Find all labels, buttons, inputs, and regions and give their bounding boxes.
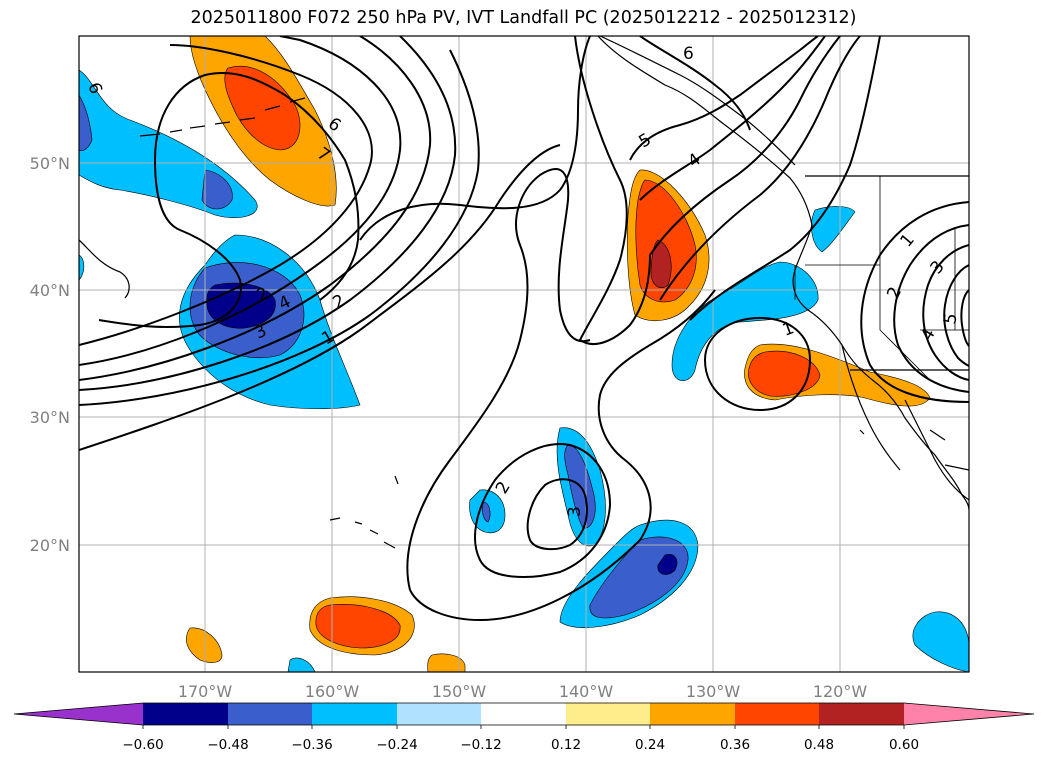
contour-south-2 (406, 168, 591, 591)
contour-ridge-mid (574, 36, 651, 345)
colorbar-segment (228, 703, 312, 725)
contour-label: 6 (683, 44, 694, 64)
contour-north-3-east (649, 36, 841, 256)
colorbar: −0.60 −0.48 −0.36 −0.24 −0.12 0.12 0.24 … (13, 702, 1035, 753)
north-america-coast (597, 36, 969, 511)
colorbar-segment (397, 703, 481, 725)
lon-label: 130°W (686, 682, 741, 701)
contour-south-1 (409, 289, 716, 622)
anomaly-south-positive-core (315, 604, 401, 649)
plot-title: 2025011800 F072 250 hPa PV, IVT Landfall… (190, 8, 857, 28)
colorbar-tick-label: −0.48 (207, 737, 248, 753)
colorbar-segment (14, 703, 143, 725)
colorbar-tick-label: 0.36 (720, 737, 750, 753)
anomaly-bottom-small (287, 657, 316, 672)
anomaly-southeast-core (657, 554, 678, 575)
contour-east-high-1 (860, 201, 969, 403)
colorbar-tick-label: −0.24 (376, 737, 417, 753)
contour-north-4-east (639, 36, 826, 201)
contour-trough-3 (79, 49, 480, 406)
mexico-mainland (929, 429, 969, 471)
contour-label: 3 (565, 506, 585, 517)
contour-east-low-1 (703, 316, 812, 412)
colorbar-segment (819, 703, 904, 725)
contour-low-1 (98, 71, 360, 329)
west-edge-coast (79, 239, 130, 299)
colorbar-tick-label: 0.60 (889, 737, 919, 753)
contour-label: 5 (940, 312, 962, 326)
lon-label: 140°W (559, 682, 614, 701)
map-area: 6 7 6 2 3 4 2 1 5 4 6 1 2 3 2 1 3 4 5 (79, 36, 969, 672)
contour-north-6-east (639, 36, 751, 131)
lat-label: 50°N (30, 154, 70, 173)
colorbar-segment (735, 703, 819, 725)
contour-ridge-1 (359, 36, 591, 241)
anomaly-west-core (79, 94, 93, 151)
aleutian-islands (139, 97, 306, 137)
hawaii-islands (329, 475, 399, 549)
contour-north-1-east (689, 36, 881, 321)
contour-east-high-3 (922, 244, 969, 381)
colorbar-tick-label: −0.36 (291, 737, 332, 753)
pv-contours (79, 36, 969, 622)
baja-coast (841, 344, 901, 471)
contour-east-high-5 (960, 289, 969, 347)
colorbar-segment (481, 703, 566, 725)
colorbar-segment (650, 703, 735, 725)
contour-north-2-east (659, 36, 861, 301)
contour-east-high-4 (943, 264, 969, 367)
lon-label: 170°W (178, 682, 233, 701)
colorbar-tick-label: 0.24 (635, 737, 665, 753)
colorbar-segment (143, 703, 228, 725)
contour-low-circle-3 (526, 478, 588, 551)
colorbar-tick-label: −0.12 (460, 737, 501, 753)
lon-label: 150°W (432, 682, 487, 701)
lat-label: 30°N (30, 408, 70, 427)
colorbar-segment (566, 703, 650, 725)
anomaly-center-small-core (481, 501, 491, 523)
contour-low-circle-2 (474, 443, 612, 578)
colorbar-tick-marks (142, 725, 905, 729)
sea-of-cortez (904, 399, 969, 501)
colorbar-tick-label: −0.60 (122, 737, 163, 753)
contour-trough-2 (79, 144, 561, 451)
lat-label: 40°N (30, 281, 70, 300)
contour-trough-5 (79, 36, 432, 381)
anomaly-far-southeast (912, 611, 969, 672)
contour-east-high-2 (893, 224, 969, 393)
anomaly-northwest-positive-core (224, 66, 301, 151)
contour-north-trough-7 (79, 44, 373, 346)
lat-label: 20°N (30, 536, 70, 555)
latitude-labels: 50°N 40°N 30°N 20°N (30, 154, 70, 555)
anomaly-west-core2 (201, 169, 233, 210)
map-frame (78, 35, 970, 673)
colorbar-tick-label: 0.48 (804, 737, 834, 753)
anomaly-south-small-positive (427, 653, 466, 672)
alaska-panhandle (599, 36, 796, 166)
contour-north-5-east (629, 36, 819, 161)
colorbar-segment (904, 703, 1034, 725)
contour-trough-4 (79, 36, 457, 391)
lon-label: 160°W (305, 682, 360, 701)
longitude-labels: 170°W 160°W 150°W 140°W 130°W 120°W (178, 682, 868, 701)
lon-label: 120°W (813, 682, 868, 701)
anomaly-southwest-positive (186, 627, 223, 663)
negative-pv-anomalies (79, 69, 969, 672)
colorbar-segment (312, 703, 397, 725)
graticule (79, 36, 969, 672)
coastlines (79, 36, 969, 549)
contour-north-trough-6 (79, 36, 402, 366)
anomaly-east-small (811, 206, 856, 253)
colorbar-tick-label: 0.12 (551, 737, 581, 753)
